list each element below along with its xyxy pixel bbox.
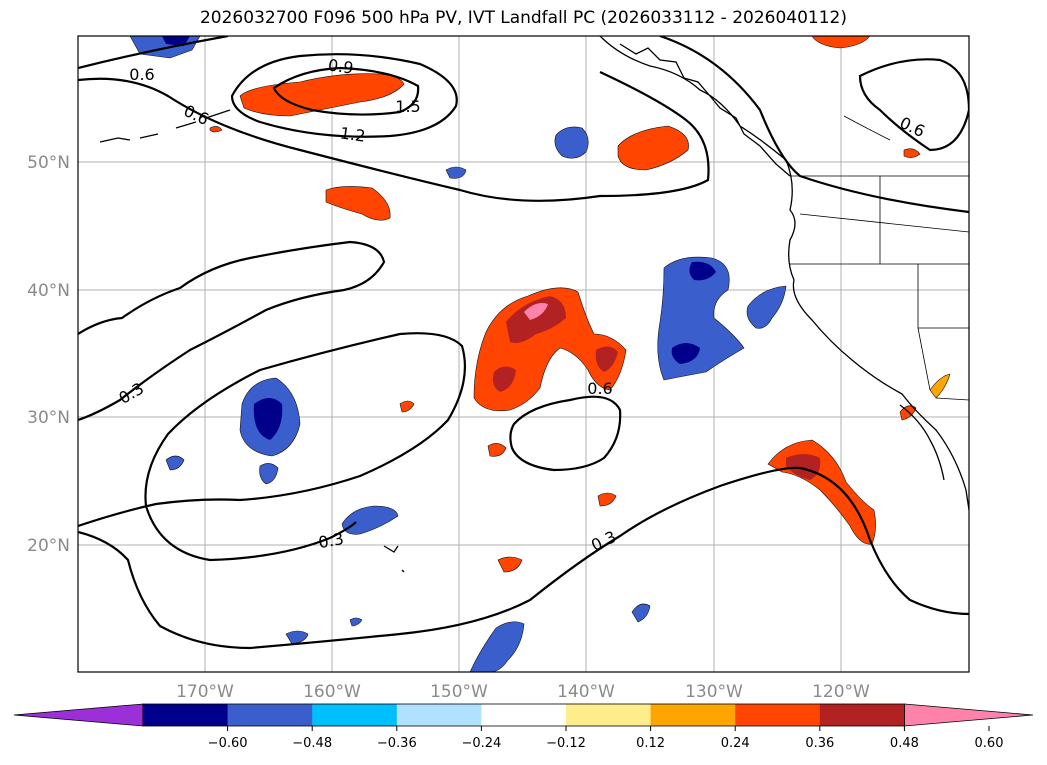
colorbar-extend-min bbox=[13, 703, 144, 727]
colorbar-tick-label: 0.24 bbox=[721, 736, 750, 751]
state-borders bbox=[790, 115, 969, 401]
colorbar-tick-label: −0.36 bbox=[377, 736, 417, 751]
lon-tick-label: 160°W bbox=[303, 682, 361, 702]
colorbar-segment bbox=[312, 704, 398, 726]
colorbar-segment bbox=[819, 704, 905, 726]
colorbar-tick-label: 0.48 bbox=[890, 736, 919, 751]
colorbar-tick-label: 0.60 bbox=[975, 736, 1004, 751]
negative-anomaly-fills bbox=[129, 36, 787, 672]
lon-tick-label: 130°W bbox=[685, 682, 743, 702]
lon-tick-label: 120°W bbox=[812, 682, 870, 702]
map-frame bbox=[77, 35, 970, 673]
colorbar-outline bbox=[142, 703, 905, 727]
lat-tick-label: 20°N bbox=[27, 536, 70, 556]
colorbar-tick-label: 0.36 bbox=[805, 736, 834, 751]
lon-tick-label: 170°W bbox=[176, 682, 234, 702]
contour-label: 0.6 bbox=[587, 379, 612, 398]
lat-tick-label: 50°N bbox=[27, 153, 70, 173]
lon-tick-label: 150°W bbox=[430, 682, 488, 702]
colorbar-extend-max bbox=[904, 703, 1034, 727]
colorbar-tick-label: 0.12 bbox=[636, 736, 665, 751]
colorbar-segment bbox=[143, 704, 229, 726]
pv-contours bbox=[78, 36, 969, 650]
contour-label: 1.2 bbox=[339, 123, 367, 145]
colorbar-segment bbox=[566, 704, 652, 726]
lat-tick-label: 40°N bbox=[27, 281, 70, 301]
contour-label: 0.6 bbox=[129, 65, 154, 84]
colorbar: −0.60 −0.48 −0.36 −0.24 −0.12 0.12 0.24 0.36 0.4… bbox=[13, 703, 1034, 751]
colorbar-tick-label: −0.12 bbox=[546, 736, 586, 751]
colorbar-tick-label: −0.24 bbox=[461, 736, 501, 751]
colorbar-segment bbox=[481, 704, 567, 726]
colorbar-segment bbox=[735, 704, 821, 726]
contour-label: 0.9 bbox=[327, 55, 355, 77]
lon-labels: 170°W 160°W 150°W 140°W 130°W 120°W bbox=[176, 682, 870, 702]
lat-labels: 50°N 40°N 30°N 20°N bbox=[27, 153, 70, 556]
colorbar-segment bbox=[396, 704, 482, 726]
map-title: 2026032700 F096 500 hPa PV, IVT Landfall… bbox=[199, 8, 847, 28]
colorbar-segment bbox=[650, 704, 736, 726]
colorbar-tick-label: −0.60 bbox=[208, 736, 248, 751]
colorbar-tick-label: −0.48 bbox=[292, 736, 332, 751]
coastlines bbox=[99, 36, 969, 573]
lat-tick-label: 30°N bbox=[27, 408, 70, 428]
colorbar-segment bbox=[227, 704, 313, 726]
contour-label: 0.3 bbox=[317, 529, 345, 552]
lon-tick-label: 140°W bbox=[557, 682, 615, 702]
contour-label: 1.5 bbox=[395, 97, 420, 116]
